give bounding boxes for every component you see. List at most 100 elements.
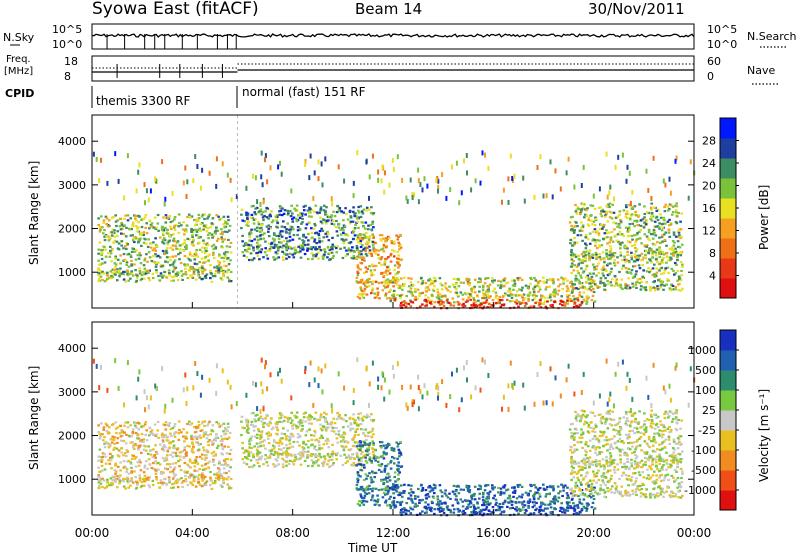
power-cell <box>461 298 465 301</box>
power-cell <box>511 176 514 181</box>
power-cell <box>462 281 465 284</box>
velocity-cell <box>197 443 201 446</box>
velocity-cell <box>212 458 215 461</box>
power-cell <box>116 268 119 271</box>
power-cell <box>653 206 656 209</box>
power-cell <box>579 213 582 216</box>
power-cell <box>610 284 613 287</box>
velocity-cell <box>205 437 209 440</box>
velocity-cell <box>387 488 391 491</box>
power-cell <box>268 213 272 216</box>
power-cell <box>206 244 210 247</box>
power-cell <box>373 248 376 251</box>
power-cell <box>285 257 288 260</box>
velocity-cell <box>187 465 191 468</box>
power-cell <box>261 216 265 219</box>
velocity-cell <box>180 477 183 480</box>
velocity-cell <box>371 496 374 499</box>
power-cell <box>526 286 530 289</box>
power-cell <box>436 291 440 294</box>
power-cell <box>674 209 678 212</box>
power-cell <box>570 258 574 261</box>
velocity-cell <box>336 452 339 455</box>
power-cell <box>564 277 567 280</box>
power-cell <box>204 274 207 278</box>
power-cell <box>543 300 547 303</box>
power-cell <box>507 199 510 205</box>
velocity-cell <box>204 481 207 485</box>
power-cell <box>100 253 103 256</box>
power-cell <box>577 264 580 267</box>
power-cell <box>200 215 204 218</box>
power-cell <box>109 249 112 252</box>
power-cell <box>321 257 325 260</box>
power-cell <box>117 178 120 184</box>
velocity-cell <box>188 458 192 461</box>
power-cell <box>357 205 360 209</box>
power-cell <box>427 299 431 302</box>
power-cell <box>203 213 207 216</box>
power-cell <box>169 220 173 224</box>
power-cell <box>298 228 302 231</box>
power-cell <box>183 254 187 258</box>
velocity-cell <box>179 468 183 472</box>
power-cell <box>169 225 172 228</box>
power-cell <box>119 228 123 231</box>
velocity-cell <box>114 421 117 424</box>
velocity-cell <box>271 444 275 447</box>
power-cell <box>262 218 265 222</box>
power-cell <box>474 303 478 306</box>
power-cell <box>659 280 662 283</box>
power-cell <box>255 235 259 238</box>
power-cell <box>212 247 216 251</box>
power-cell <box>218 253 221 256</box>
power-cell <box>319 209 322 212</box>
power-cell <box>195 249 198 252</box>
power-cell <box>466 170 468 176</box>
velocity-cell <box>270 428 274 431</box>
velocity-cell <box>299 457 302 460</box>
power-cell <box>388 182 391 188</box>
velocity-cell <box>220 435 223 438</box>
power-cell <box>603 210 607 213</box>
power-cell <box>658 246 661 249</box>
power-cell <box>426 286 430 289</box>
power-cell <box>661 258 664 262</box>
velocity-cell <box>367 435 370 438</box>
power-cell <box>186 276 190 280</box>
power-cell <box>197 241 201 244</box>
velocity-cell <box>226 458 229 461</box>
power-cell <box>193 224 197 227</box>
power-cell <box>611 253 614 256</box>
power-cell <box>661 226 664 229</box>
power-cell <box>380 256 384 259</box>
power-cell <box>483 296 486 300</box>
velocity-cell <box>497 491 500 494</box>
power-cell <box>134 215 137 218</box>
power-cell <box>652 280 655 284</box>
velocity-cell <box>97 459 100 462</box>
power-cell <box>251 259 254 262</box>
power-cell <box>501 199 503 205</box>
power-cell <box>285 253 288 256</box>
power-cell <box>635 239 638 242</box>
velocity-cell <box>102 428 105 431</box>
power-cell <box>417 280 420 284</box>
power-cell <box>252 218 256 221</box>
power-cell <box>549 304 552 307</box>
power-cell <box>577 272 580 275</box>
power-cell <box>632 285 635 288</box>
power-cell <box>246 212 250 215</box>
velocity-cell <box>218 474 222 477</box>
velocity-cell <box>359 463 362 466</box>
power-cell <box>344 238 348 241</box>
velocity-cell <box>144 479 148 482</box>
power-cell <box>253 211 256 214</box>
velocity-cell <box>131 441 134 444</box>
velocity-cell <box>199 429 203 432</box>
velocity-cell <box>513 486 516 489</box>
power-cell <box>467 296 470 299</box>
power-cell <box>102 221 105 224</box>
velocity-cell <box>119 474 122 477</box>
power-cell <box>144 226 147 229</box>
